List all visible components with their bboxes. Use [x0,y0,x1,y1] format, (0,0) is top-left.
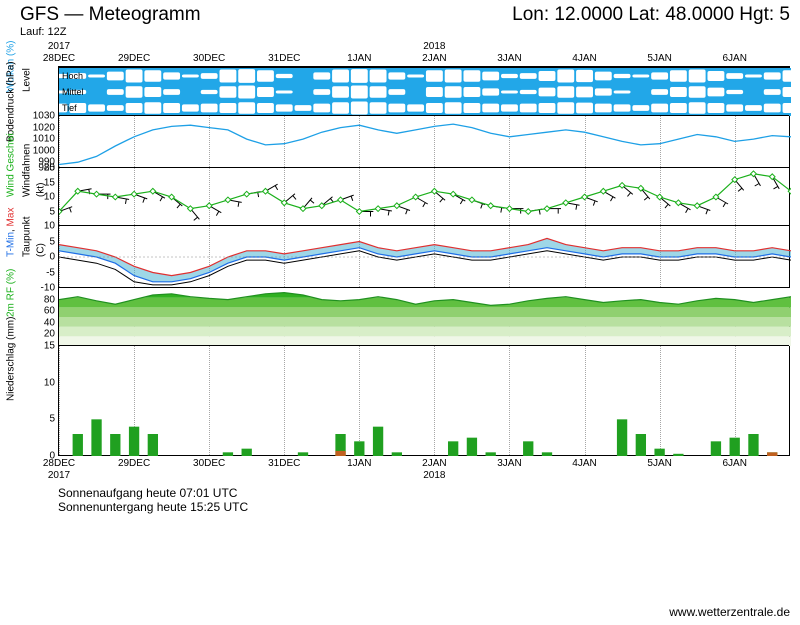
cloud-level-label: Hoch [62,71,83,81]
footer: Sonnenaufgang heute 07:01 UTC Sonnenunte… [58,486,800,514]
panel-clouds: HochMittelTiefWolken (%)Level [59,67,789,115]
cloud-level-label: Tief [62,103,77,113]
sunset-label: Sonnenuntergang heute 15:25 UTC [58,500,800,514]
sunrise-label: Sonnenaufgang heute 07:01 UTC [58,486,800,500]
panel-wind: 5101520Wind Geschwi.Windfahnen(kt) [59,167,789,225]
title-left: GFS — Meteogramm [20,4,201,26]
credit: www.wetterzentrale.de [669,605,790,619]
panel-pressure: 9859901000101010201030Bodendruck (hPa) [59,115,789,167]
panel-rh: 204060802m RF (%) [59,287,789,345]
run-label: Lauf: 12Z [20,26,66,38]
cloud-level-label: Mittel [62,87,84,97]
panel-precip: 051015Niederschlag (mm)28DEC29DEC30DEC31… [59,345,789,455]
meteogram: 2017201828DEC29DEC30DEC31DEC1JAN2JAN3JAN… [0,66,800,456]
title-right: Lon: 12.0000 Lat: 48.0000 Hgt: 5 [512,4,790,26]
panel-temp: -10-50510T-Min, MaxTaupunkt(C) [59,225,789,287]
